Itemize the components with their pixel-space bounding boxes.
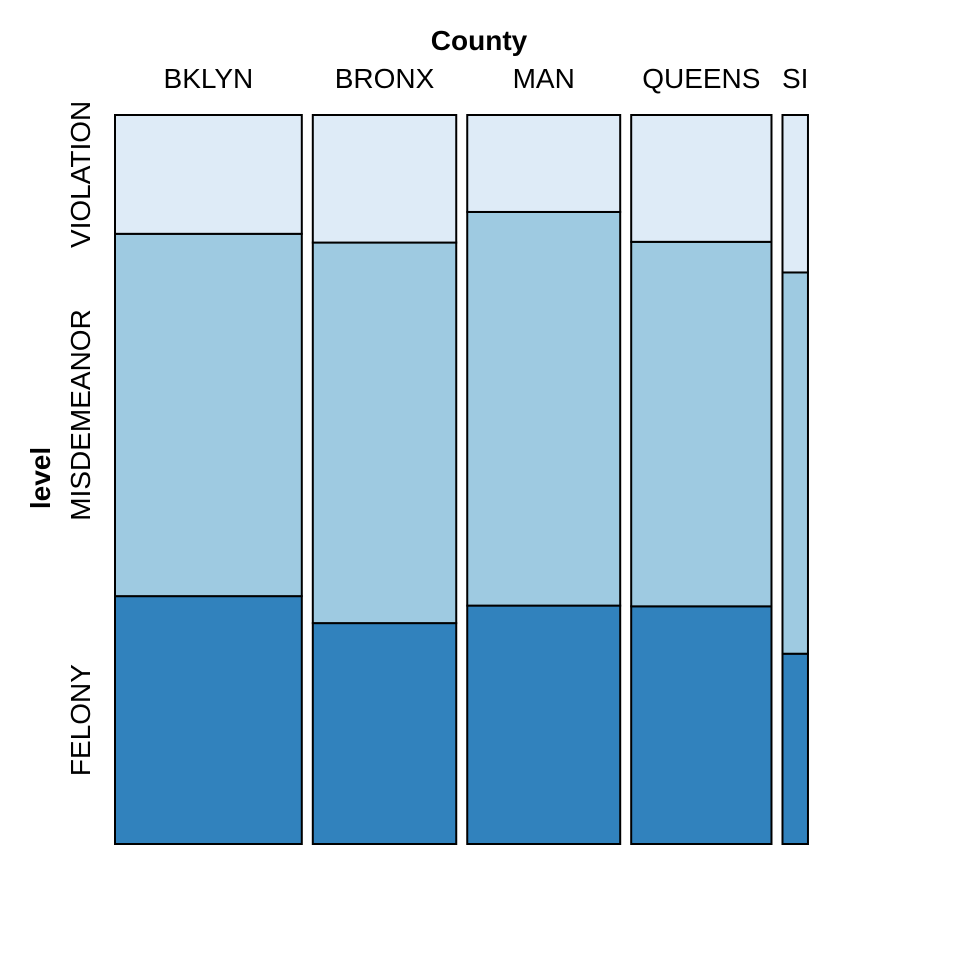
- tile-bklyn-misdemeanor: [114, 232, 303, 598]
- tile-bklyn-felony: [114, 595, 303, 846]
- row-label-violation: VIOLATION: [65, 101, 96, 248]
- tile-si-misdemeanor: [781, 271, 809, 655]
- row-label-misdemeanor: MISDEMEANOR: [65, 309, 96, 521]
- column-label-queens: QUEENS: [642, 63, 760, 94]
- tile-bronx-felony: [311, 622, 458, 845]
- tile-si-violation: [781, 114, 809, 274]
- column-labels: BKLYN BRONX MAN QUEENS SI: [164, 63, 809, 94]
- mosaic-tiles: [114, 114, 809, 846]
- column-label-man: MAN: [513, 63, 575, 94]
- tile-queens-felony: [630, 605, 773, 846]
- row-labels: FELONY MISDEMEANOR VIOLATION: [65, 101, 96, 776]
- column-label-bklyn: BKLYN: [164, 63, 254, 94]
- column-label-bronx: BRONX: [335, 63, 435, 94]
- tile-man-felony: [466, 604, 622, 845]
- tile-man-violation: [466, 114, 622, 213]
- tile-bronx-misdemeanor: [311, 241, 458, 625]
- tile-si-felony: [781, 652, 809, 846]
- tile-queens-misdemeanor: [630, 240, 773, 608]
- tile-bronx-violation: [311, 114, 458, 244]
- x-axis-title: County: [431, 25, 528, 56]
- tile-queens-violation: [630, 114, 773, 243]
- y-axis-title: level: [25, 447, 56, 509]
- tile-bklyn-violation: [114, 114, 303, 235]
- tile-man-misdemeanor: [466, 210, 622, 607]
- column-label-si: SI: [782, 63, 808, 94]
- row-label-felony: FELONY: [65, 664, 96, 776]
